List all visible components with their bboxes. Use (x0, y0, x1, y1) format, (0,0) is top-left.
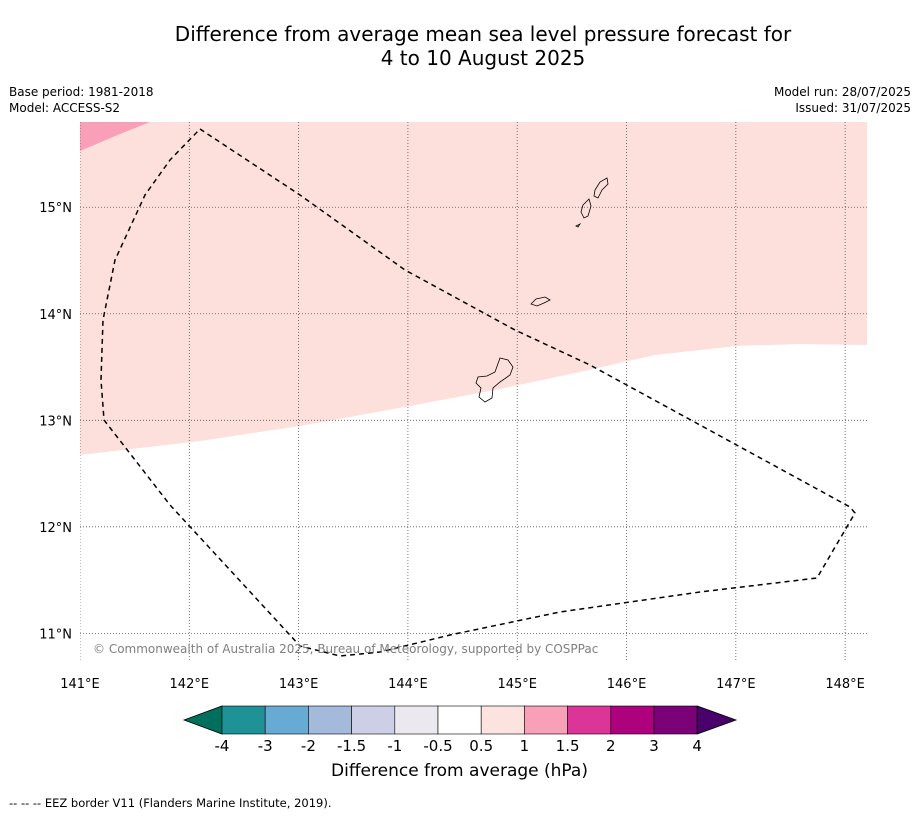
axis-labels: 141°E 142°E 143°E 144°E 145°E 146°E 147°E 148°E… (39, 201, 865, 692)
map-area (80, 122, 867, 660)
colorbar-swatch (524, 705, 568, 735)
colorbar-extend-max (696, 705, 738, 735)
lon-tick-label: 144°E (388, 677, 428, 692)
colorbar-tick-label: 0.5 (469, 737, 493, 755)
lat-tick-label: 12°N (39, 521, 72, 536)
lon-tick-label: 146°E (607, 677, 647, 692)
colorbar-swatch (480, 705, 525, 735)
graticule (80, 122, 867, 660)
colorbar: -4 -3 -2 -1.5 -1 -0.5 0.5 1 1.5 2 3 4 (182, 705, 738, 755)
lon-tick-label: 145°E (497, 677, 537, 692)
lat-tick-label: 11°N (39, 627, 72, 642)
lat-tick-label: 14°N (39, 308, 72, 323)
anomaly-band-1-to-1-5 (80, 122, 150, 151)
island-saipan (593, 177, 609, 199)
issued-date: Issued: 31/07/2025 (795, 101, 911, 115)
island-guam (475, 357, 514, 403)
model-run: Model run: 28/07/2025 (773, 85, 911, 99)
island-rota (530, 296, 551, 307)
eez-legend: -- -- -- EEZ border V11 (Flanders Marine… (9, 796, 332, 810)
lon-tick-label: 141°E (60, 677, 100, 692)
lon-tick-label: 142°E (170, 677, 210, 692)
lat-tick-label: 13°N (39, 414, 72, 429)
colorbar-tick-label: -1 (387, 737, 402, 755)
colorbar-swatch (437, 705, 482, 735)
lon-tick-label: 147°E (716, 677, 756, 692)
eez-border (100, 128, 856, 657)
colorbar-swatch (394, 705, 439, 735)
title-line-1: Difference from average mean sea level p… (174, 22, 792, 46)
base-period: Base period: 1981-2018 (9, 85, 154, 99)
lon-tick-label: 148°E (825, 677, 865, 692)
colorbar-swatch (567, 705, 612, 735)
colorbar-tick-label: -3 (258, 737, 273, 755)
colorbar-swatch (653, 705, 698, 735)
colorbar-swatch (351, 705, 396, 735)
island-tinian (580, 198, 592, 219)
colorbar-tick-label: 3 (649, 737, 659, 755)
colorbar-swatch (308, 705, 352, 735)
colorbar-swatch (221, 705, 266, 735)
colorbar-tick-label: -2 (301, 737, 316, 755)
colorbar-tick-label: 1.5 (556, 737, 580, 755)
model-name: Model: ACCESS-S2 (9, 101, 121, 115)
colorbar-tick-label: 1 (520, 737, 530, 755)
colorbar-tick-label: -0.5 (423, 737, 452, 755)
meta-left: Base period: 1981-2018 Model: ACCESS-S2 (9, 84, 154, 116)
lon-tick-label: 143°E (279, 677, 319, 692)
copyright-notice: © Commonwealth of Australia 2025, Bureau… (93, 642, 598, 656)
colorbar-label: Difference from average (hPa) (331, 761, 588, 781)
lat-tick-label: 15°N (39, 201, 72, 216)
colorbar-swatch (264, 705, 309, 735)
colorbar-tick-label: -4 (215, 737, 230, 755)
anomaly-band-0-5-to-1 (80, 122, 867, 455)
colorbar-tick-label: -1.5 (337, 737, 366, 755)
map-title: Difference from average mean sea level p… (0, 22, 919, 70)
colorbar-swatch (610, 705, 655, 735)
colorbar-tick-label: 4 (692, 737, 702, 755)
colorbar-extend-min (182, 705, 223, 735)
colorbar-tick-label: 2 (606, 737, 616, 755)
title-line-2: 4 to 10 August 2025 (380, 46, 586, 70)
meta-right: Model run: 28/07/2025 Issued: 31/07/2025 (774, 84, 911, 116)
island-aguijan (575, 222, 582, 228)
